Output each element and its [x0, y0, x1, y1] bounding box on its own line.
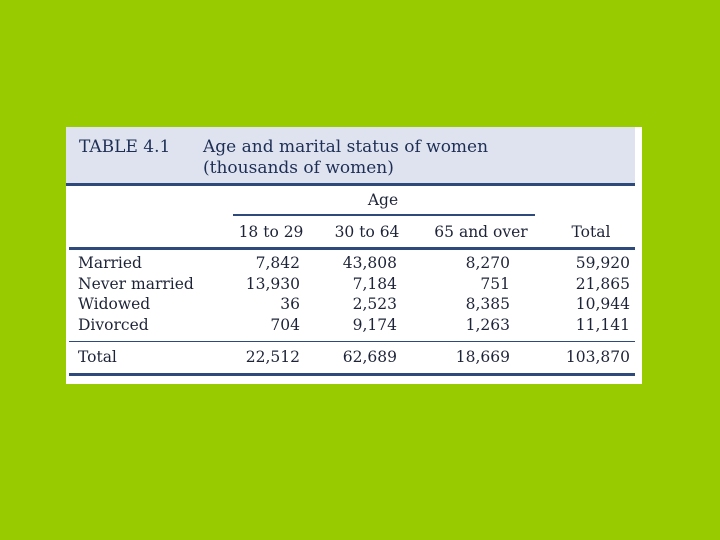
table-cell: 704: [270, 316, 300, 334]
column-header: 30 to 64: [334, 223, 400, 241]
row-label: Divorced: [78, 316, 149, 334]
total-row-label: Total: [78, 348, 117, 366]
data-table: TABLE 4.1 Age and marital status of wome…: [66, 127, 642, 384]
table-cell: 9,174: [352, 316, 397, 334]
table-cell: 36: [280, 295, 300, 313]
header-rule: [69, 247, 635, 250]
table-cell: 751: [480, 275, 510, 293]
column-header: 65 and over: [434, 223, 528, 241]
row-label: Widowed: [78, 295, 151, 313]
total-rule: [69, 341, 635, 342]
total-cell: 103,870: [565, 348, 630, 366]
table-title-band: TABLE 4.1 Age and marital status of wome…: [66, 127, 635, 186]
table-cell: 11,141: [575, 316, 630, 334]
row-label: Married: [78, 254, 142, 272]
table-cell: 21,865: [575, 275, 630, 293]
table-cell: 2,523: [352, 295, 397, 313]
table-cell: 1,263: [465, 316, 510, 334]
table-cell: 7,842: [255, 254, 300, 272]
bottom-rule: [69, 373, 635, 376]
column-group-header: Age: [367, 191, 399, 209]
table-cell: 10,944: [575, 295, 630, 313]
table-cell: 43,808: [342, 254, 397, 272]
table-cell: 8,385: [465, 295, 510, 313]
table-cell: 7,184: [352, 275, 397, 293]
table-cell: 13,930: [245, 275, 300, 293]
total-cell: 18,669: [455, 348, 510, 366]
table-title-line-2: (thousands of women): [203, 158, 394, 178]
table-title: Age and marital status of women (thousan…: [203, 137, 488, 179]
column-header: 18 to 29: [238, 223, 304, 241]
table-cell: 8,270: [465, 254, 510, 272]
row-label: Never married: [78, 275, 194, 293]
total-cell: 22,512: [245, 348, 300, 366]
table-number: TABLE 4.1: [79, 137, 171, 157]
table-cell: 59,920: [575, 254, 630, 272]
total-cell: 62,689: [342, 348, 397, 366]
group-header-rule: [233, 214, 535, 216]
table-title-line-1: Age and marital status of women: [203, 137, 489, 157]
column-header: Total: [571, 223, 611, 241]
